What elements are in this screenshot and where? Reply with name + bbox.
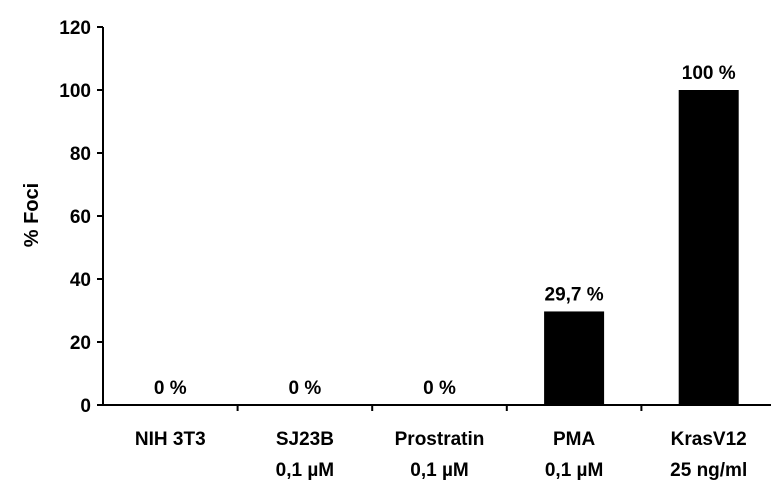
bar bbox=[544, 311, 605, 405]
data-label: 0 % bbox=[289, 378, 322, 399]
x-category-label: Prostratin bbox=[395, 429, 485, 450]
x-category-label: KrasV12 bbox=[671, 429, 747, 450]
data-label: 0 % bbox=[154, 378, 187, 399]
data-label: 29,7 % bbox=[545, 284, 604, 305]
y-axis: 0 20 40 60 80 100 120 bbox=[59, 18, 104, 417]
y-tick-label: 80 bbox=[70, 144, 91, 165]
x-category-label: NIH 3T3 bbox=[135, 429, 206, 450]
y-tick-label: 100 bbox=[59, 81, 91, 102]
x-category-label: PMA bbox=[553, 429, 596, 450]
x-category-label: 25 ng/ml bbox=[670, 460, 747, 481]
y-tick-label: 40 bbox=[70, 270, 91, 291]
y-tick-label: 120 bbox=[59, 18, 91, 39]
bar bbox=[678, 90, 739, 405]
data-labels: 0 % 0 % 0 % 29,7 % 100 % bbox=[154, 63, 736, 399]
y-tick-label: 60 bbox=[70, 207, 91, 228]
x-category-label: 0,1 µM bbox=[410, 460, 468, 481]
x-category-label: 0,1 µM bbox=[545, 460, 603, 481]
data-label: 100 % bbox=[682, 63, 736, 84]
x-axis: NIH 3T3 SJ23B 0,1 µM Prostratin 0,1 µM PMA 0,1… bbox=[103, 404, 771, 481]
data-label: 0 % bbox=[423, 378, 456, 399]
y-axis-title: % Foci bbox=[21, 183, 43, 247]
bar-series bbox=[544, 90, 739, 405]
x-category-label: 0,1 µM bbox=[276, 460, 334, 481]
y-tick-label: 20 bbox=[70, 333, 91, 354]
x-category-label: SJ23B bbox=[276, 429, 334, 450]
y-tick-label: 0 bbox=[80, 396, 91, 417]
